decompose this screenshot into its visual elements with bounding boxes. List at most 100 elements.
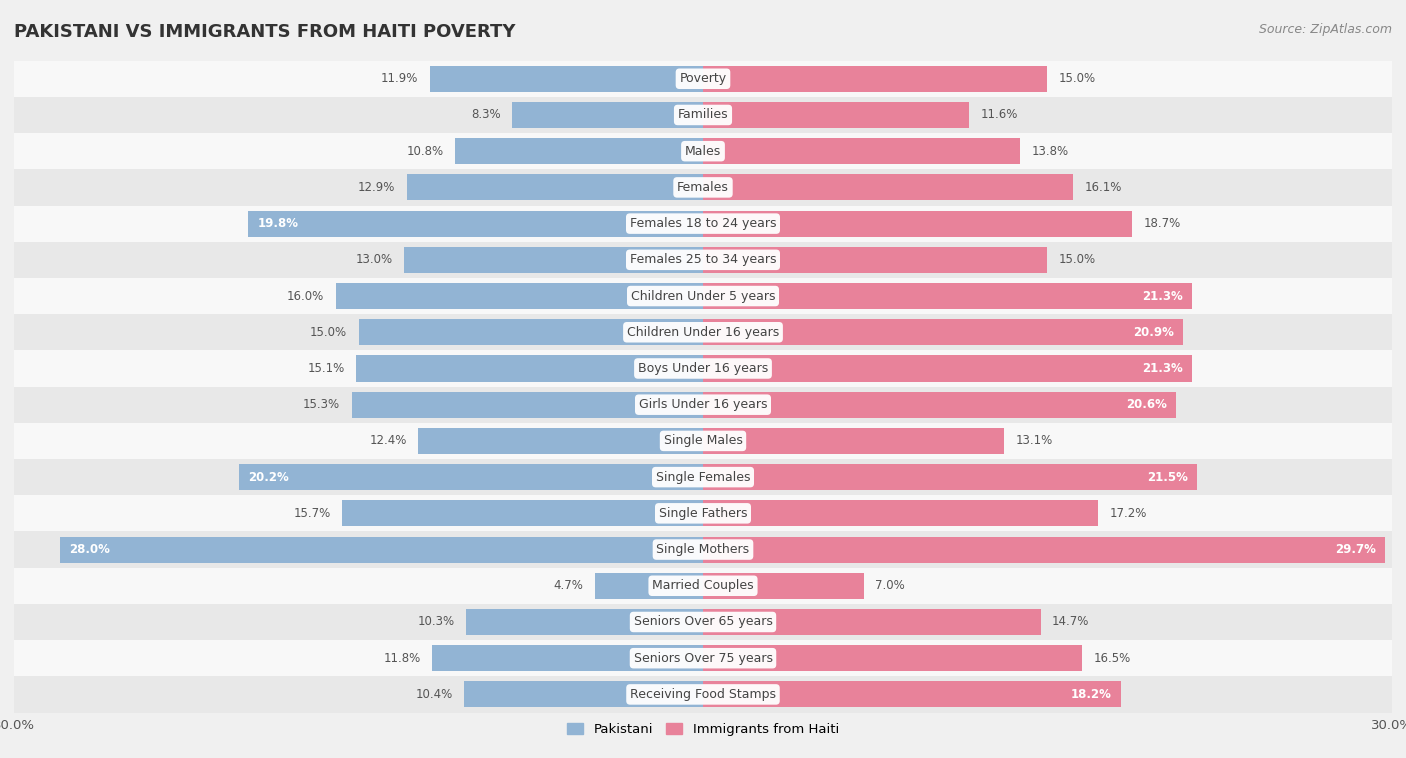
Text: Families: Families xyxy=(678,108,728,121)
Text: Single Fathers: Single Fathers xyxy=(659,507,747,520)
Text: 15.0%: 15.0% xyxy=(309,326,347,339)
Bar xyxy=(703,211,1132,236)
Bar xyxy=(14,242,1392,278)
Text: 13.0%: 13.0% xyxy=(356,253,392,266)
Text: Females 18 to 24 years: Females 18 to 24 years xyxy=(630,217,776,230)
Text: Males: Males xyxy=(685,145,721,158)
Text: 18.2%: 18.2% xyxy=(1071,688,1112,701)
Bar xyxy=(359,319,703,346)
Text: Boys Under 16 years: Boys Under 16 years xyxy=(638,362,768,375)
Bar xyxy=(703,247,1047,273)
Bar xyxy=(464,681,703,707)
Bar xyxy=(703,573,863,599)
Bar xyxy=(14,676,1392,713)
Text: 12.4%: 12.4% xyxy=(370,434,406,447)
Bar xyxy=(14,568,1392,604)
Bar xyxy=(14,495,1392,531)
Text: 13.1%: 13.1% xyxy=(1015,434,1053,447)
Bar xyxy=(14,61,1392,97)
Text: 21.3%: 21.3% xyxy=(1142,290,1182,302)
Bar xyxy=(14,423,1392,459)
Bar xyxy=(14,531,1392,568)
Text: Poverty: Poverty xyxy=(679,72,727,85)
Text: 28.0%: 28.0% xyxy=(69,543,110,556)
Text: Girls Under 16 years: Girls Under 16 years xyxy=(638,398,768,411)
Bar xyxy=(14,387,1392,423)
Bar xyxy=(703,537,1385,562)
Text: Single Females: Single Females xyxy=(655,471,751,484)
Bar xyxy=(703,174,1073,200)
Bar xyxy=(703,645,1083,672)
Text: 10.8%: 10.8% xyxy=(406,145,443,158)
Bar xyxy=(703,464,1197,490)
Text: 16.5%: 16.5% xyxy=(1094,652,1130,665)
Text: Source: ZipAtlas.com: Source: ZipAtlas.com xyxy=(1258,23,1392,36)
Text: 7.0%: 7.0% xyxy=(875,579,905,592)
Text: 11.8%: 11.8% xyxy=(384,652,420,665)
Text: 29.7%: 29.7% xyxy=(1334,543,1376,556)
Bar xyxy=(14,97,1392,133)
Bar xyxy=(703,283,1192,309)
Bar xyxy=(467,609,703,635)
Text: 16.0%: 16.0% xyxy=(287,290,323,302)
Text: 21.5%: 21.5% xyxy=(1147,471,1188,484)
Bar xyxy=(14,314,1392,350)
Bar xyxy=(456,138,703,164)
Bar xyxy=(595,573,703,599)
Bar xyxy=(249,211,703,236)
Bar xyxy=(703,500,1098,526)
Text: 15.7%: 15.7% xyxy=(294,507,330,520)
Bar xyxy=(703,609,1040,635)
Text: 15.0%: 15.0% xyxy=(1059,72,1097,85)
Bar xyxy=(356,356,703,381)
Text: PAKISTANI VS IMMIGRANTS FROM HAITI POVERTY: PAKISTANI VS IMMIGRANTS FROM HAITI POVER… xyxy=(14,23,516,41)
Text: 10.3%: 10.3% xyxy=(418,615,456,628)
Bar xyxy=(406,174,703,200)
Text: 15.0%: 15.0% xyxy=(1059,253,1097,266)
Bar xyxy=(405,247,703,273)
Text: 15.1%: 15.1% xyxy=(308,362,344,375)
Text: 4.7%: 4.7% xyxy=(554,579,583,592)
Text: 13.8%: 13.8% xyxy=(1032,145,1069,158)
Text: Females: Females xyxy=(678,181,728,194)
Text: Children Under 16 years: Children Under 16 years xyxy=(627,326,779,339)
Text: 12.9%: 12.9% xyxy=(359,181,395,194)
Bar xyxy=(703,356,1192,381)
Bar xyxy=(14,459,1392,495)
Text: 20.6%: 20.6% xyxy=(1126,398,1167,411)
Text: 20.2%: 20.2% xyxy=(249,471,290,484)
Text: 11.9%: 11.9% xyxy=(381,72,418,85)
Bar xyxy=(239,464,703,490)
Text: 18.7%: 18.7% xyxy=(1144,217,1181,230)
Text: Single Mothers: Single Mothers xyxy=(657,543,749,556)
Text: 11.6%: 11.6% xyxy=(981,108,1018,121)
Text: 14.7%: 14.7% xyxy=(1052,615,1090,628)
Bar xyxy=(14,169,1392,205)
Text: Seniors Over 65 years: Seniors Over 65 years xyxy=(634,615,772,628)
Bar xyxy=(14,350,1392,387)
Text: Children Under 5 years: Children Under 5 years xyxy=(631,290,775,302)
Text: Receiving Food Stamps: Receiving Food Stamps xyxy=(630,688,776,701)
Text: 20.9%: 20.9% xyxy=(1133,326,1174,339)
Text: 21.3%: 21.3% xyxy=(1142,362,1182,375)
Bar xyxy=(14,205,1392,242)
Bar xyxy=(14,604,1392,640)
Text: Single Males: Single Males xyxy=(664,434,742,447)
Text: 10.4%: 10.4% xyxy=(415,688,453,701)
Bar xyxy=(14,278,1392,314)
Bar xyxy=(703,102,969,128)
Bar xyxy=(336,283,703,309)
Text: Married Couples: Married Couples xyxy=(652,579,754,592)
Bar xyxy=(343,500,703,526)
Bar xyxy=(432,645,703,672)
Bar xyxy=(703,66,1047,92)
Bar xyxy=(703,392,1175,418)
Text: 8.3%: 8.3% xyxy=(471,108,501,121)
Text: 15.3%: 15.3% xyxy=(304,398,340,411)
Bar xyxy=(60,537,703,562)
Text: Seniors Over 75 years: Seniors Over 75 years xyxy=(634,652,772,665)
Bar xyxy=(703,319,1182,346)
Bar xyxy=(512,102,703,128)
Text: 17.2%: 17.2% xyxy=(1109,507,1147,520)
Bar xyxy=(703,681,1121,707)
